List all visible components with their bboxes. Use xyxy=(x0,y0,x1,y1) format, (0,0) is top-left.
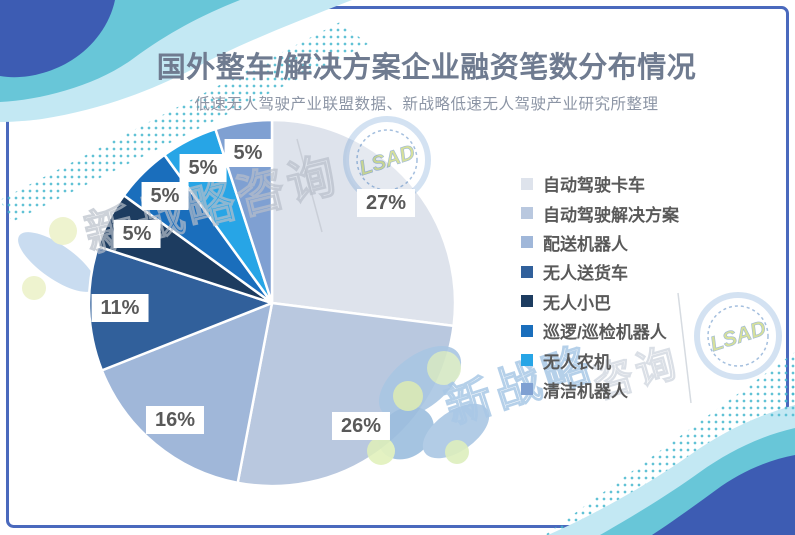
dots-patch-right-edge xyxy=(763,384,795,420)
wave-dark-bottom-right xyxy=(652,455,795,535)
legend-swatch xyxy=(521,236,533,249)
corner-wave-top-left xyxy=(0,0,368,222)
legend-item-5: 无人小巴 xyxy=(521,287,679,316)
watermark-badge-top: LSAD xyxy=(343,116,431,204)
legend-swatch xyxy=(521,265,533,278)
watermark-blob-bottom xyxy=(367,346,490,465)
legend-label: 无人小巴 xyxy=(543,293,611,313)
card-border xyxy=(6,6,789,528)
legend-label: 无人农机 xyxy=(543,352,611,372)
halftone-dots-top-left xyxy=(0,22,368,222)
legend-label: 巡逻/巡检机器人 xyxy=(543,323,667,343)
legend: 自动驾驶卡车自动驾驶解决方案 配送机器人无人送货车无人小巴巡逻/巡检机器人 无人农机… xyxy=(521,169,679,404)
legend-swatch xyxy=(521,177,533,190)
legend-item-6: 巡逻/巡检机器人 xyxy=(521,316,679,345)
watermark-line-legend xyxy=(677,292,692,404)
legend-swatch xyxy=(521,383,533,396)
legend-swatch xyxy=(521,354,533,367)
watermark-line-pie xyxy=(296,138,323,233)
legend-label: 自动驾驶卡车 xyxy=(543,176,645,196)
pie-slice-4 xyxy=(87,245,274,372)
pie-slice-1 xyxy=(270,118,457,328)
legend-item-2: 自动驾驶解决方案 xyxy=(521,198,679,227)
legend-swatch xyxy=(521,207,533,220)
legend-item-3: 配送机器人 xyxy=(521,228,679,257)
halftone-dots-bottom-right xyxy=(545,352,795,535)
wave-dark-top-left xyxy=(0,0,115,78)
legend-swatch xyxy=(521,295,533,308)
legend-label: 无人送货车 xyxy=(543,264,628,284)
legend-item-7: 无人农机 xyxy=(521,345,679,374)
legend-label: 自动驾驶解决方案 xyxy=(543,205,679,225)
watermark-badge-right: LSAD xyxy=(694,292,782,380)
pie-chart xyxy=(87,118,457,488)
legend-label: 配送机器人 xyxy=(543,234,628,254)
corner-wave-bottom-right xyxy=(545,352,795,535)
legend-swatch xyxy=(521,324,533,337)
legend-item-8: 清洁机器人 xyxy=(521,375,679,404)
legend-item-4: 无人送货车 xyxy=(521,257,679,286)
watermark-blob-left xyxy=(18,217,96,300)
legend-label: 清洁机器人 xyxy=(543,381,628,401)
pie-slice-3 xyxy=(100,301,274,485)
legend-item-1: 自动驾驶卡车 xyxy=(521,169,679,198)
